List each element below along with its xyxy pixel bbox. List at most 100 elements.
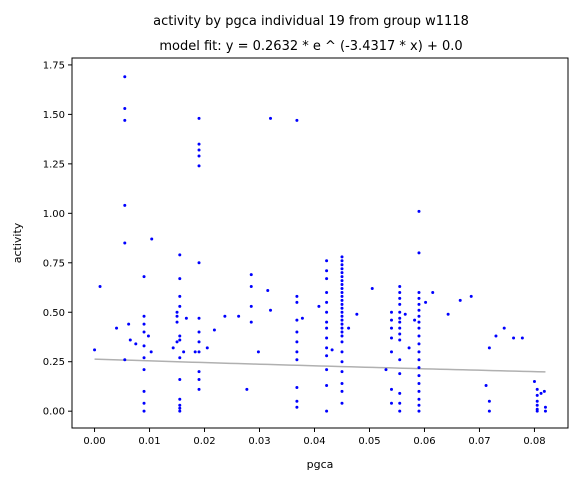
data-point: [256, 350, 260, 354]
data-point: [484, 383, 488, 387]
data-point: [142, 344, 146, 348]
data-point: [178, 338, 182, 342]
data-point: [325, 320, 329, 324]
data-point: [398, 320, 402, 324]
data-point: [178, 304, 182, 308]
data-point: [340, 314, 344, 318]
data-point: [295, 399, 299, 403]
data-point: [417, 308, 421, 312]
y-tick-label: 0.00: [43, 407, 65, 418]
data-point: [197, 350, 201, 354]
data-point: [424, 300, 428, 304]
data-point: [340, 298, 344, 302]
x-axis: 0.00 0.01 0.02 0.03 0.04 0.05 0.06 0.07 0.08: [83, 428, 546, 447]
data-point: [469, 294, 473, 298]
data-point: [494, 334, 498, 338]
data-point: [417, 389, 421, 393]
data-point: [487, 409, 491, 413]
data-point: [142, 401, 146, 405]
data-point: [295, 300, 299, 304]
data-point: [502, 326, 506, 330]
data-point: [127, 322, 131, 326]
data-point: [182, 350, 186, 354]
data-point: [142, 389, 146, 393]
data-point: [340, 290, 344, 294]
data-point: [398, 409, 402, 413]
data-point: [532, 380, 536, 383]
data-point: [197, 142, 201, 146]
data-point: [142, 322, 146, 326]
data-point: [340, 334, 344, 338]
data-point: [398, 310, 402, 314]
data-point: [115, 326, 119, 330]
data-point: [142, 275, 146, 279]
data-point: [398, 332, 402, 336]
data-point: [398, 296, 402, 300]
data-point: [300, 316, 304, 320]
data-point: [295, 318, 299, 322]
data-point: [249, 304, 253, 308]
data-point: [398, 316, 402, 320]
x-tick-label: 0.02: [193, 436, 215, 447]
data-point: [123, 106, 127, 110]
data-point: [128, 338, 132, 342]
data-point: [178, 397, 182, 401]
data-point: [142, 314, 146, 318]
data-point: [340, 283, 344, 287]
data-point: [295, 350, 299, 354]
y-axis: 0.00 0.25 0.50 0.75 1.00 1.25 1.50 1.75: [43, 60, 72, 418]
data-point: [146, 334, 150, 338]
data-point: [340, 279, 344, 283]
data-point: [245, 387, 249, 391]
data-point: [384, 368, 388, 372]
data-point: [398, 285, 402, 289]
data-point: [417, 350, 421, 354]
data-point: [123, 358, 127, 362]
data-point: [340, 318, 344, 322]
data-point: [520, 336, 524, 340]
data-point: [417, 326, 421, 330]
x-tick-label: 0.03: [248, 436, 270, 447]
data-point: [295, 405, 299, 409]
data-point: [340, 271, 344, 275]
data-point: [340, 263, 344, 267]
data-point: [340, 294, 344, 298]
fit-line-layer: [94, 358, 546, 373]
data-point: [370, 287, 374, 291]
data-point: [539, 391, 543, 395]
data-point: [389, 336, 393, 340]
data-point: [398, 290, 402, 294]
data-point: [178, 253, 182, 257]
x-tick-label: 0.08: [523, 436, 545, 447]
data-point: [340, 267, 344, 271]
data-point: [197, 164, 201, 168]
data-point: [340, 360, 344, 364]
data-point: [389, 326, 393, 330]
data-point: [325, 346, 329, 350]
data-point: [197, 330, 201, 334]
data-point: [340, 401, 344, 405]
data-point: [197, 116, 201, 120]
data-point: [389, 350, 393, 354]
data-point: [417, 374, 421, 378]
data-point: [535, 399, 539, 403]
data-point: [535, 403, 539, 407]
data-point: [542, 389, 546, 393]
data-point: [417, 296, 421, 300]
data-point: [417, 209, 421, 213]
data-point: [340, 389, 344, 393]
data-point: [295, 118, 299, 122]
data-point: [175, 310, 179, 314]
y-tick-label: 1.25: [43, 159, 65, 170]
data-point: [413, 318, 417, 322]
data-point: [389, 318, 393, 322]
data-point: [295, 294, 299, 298]
data-point: [178, 378, 182, 382]
data-point: [249, 285, 253, 289]
data-point: [398, 372, 402, 376]
data-point: [340, 259, 344, 263]
data-point: [212, 328, 216, 332]
data-point: [123, 203, 127, 207]
data-point: [175, 340, 179, 344]
